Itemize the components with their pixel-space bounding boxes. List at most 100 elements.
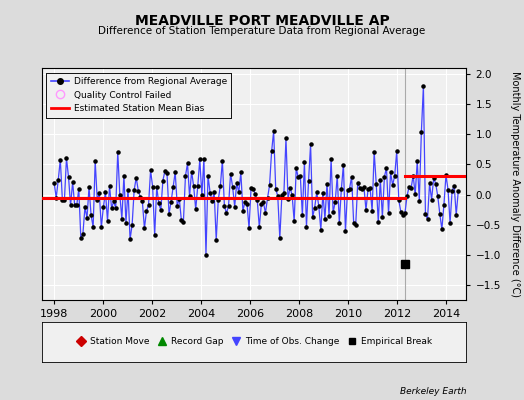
Point bbox=[218, 158, 226, 164]
Point bbox=[288, 192, 296, 198]
Point bbox=[85, 184, 93, 190]
Point bbox=[296, 173, 304, 180]
Point bbox=[226, 170, 235, 177]
Point bbox=[110, 198, 118, 204]
Point bbox=[450, 182, 458, 189]
Point bbox=[193, 183, 202, 190]
Point bbox=[383, 165, 391, 171]
Point bbox=[64, 174, 73, 180]
Point bbox=[228, 184, 237, 190]
Point bbox=[339, 162, 347, 168]
Point bbox=[284, 196, 292, 202]
Legend: Difference from Regional Average, Quality Control Failed, Estimated Station Mean: Difference from Regional Average, Qualit… bbox=[47, 72, 231, 118]
Point bbox=[161, 168, 169, 174]
Point bbox=[304, 178, 313, 184]
Point bbox=[329, 209, 337, 216]
Point bbox=[206, 189, 214, 196]
Point bbox=[314, 203, 323, 209]
Point bbox=[261, 210, 270, 216]
Point bbox=[347, 174, 356, 180]
Point bbox=[103, 218, 112, 224]
Point bbox=[399, 212, 407, 218]
Point bbox=[87, 212, 95, 218]
Point bbox=[257, 201, 266, 207]
Point bbox=[298, 212, 307, 218]
Point bbox=[124, 186, 132, 193]
Point bbox=[50, 180, 58, 186]
Point bbox=[247, 184, 255, 191]
Point bbox=[222, 210, 231, 216]
Point bbox=[114, 149, 122, 155]
Point bbox=[425, 180, 434, 187]
Point bbox=[316, 227, 325, 233]
Point bbox=[419, 83, 428, 89]
Point bbox=[454, 188, 463, 194]
Point bbox=[374, 219, 383, 225]
Point bbox=[430, 175, 438, 181]
Point bbox=[300, 159, 309, 166]
Point bbox=[71, 202, 79, 208]
Point bbox=[77, 235, 85, 242]
Point bbox=[60, 197, 69, 203]
Point bbox=[91, 158, 100, 164]
Point bbox=[259, 199, 268, 206]
Point bbox=[423, 216, 432, 222]
Point bbox=[282, 135, 290, 141]
Point bbox=[321, 216, 329, 222]
Point bbox=[448, 187, 456, 194]
Point bbox=[395, 197, 403, 203]
Point bbox=[239, 208, 247, 214]
Point bbox=[323, 180, 331, 187]
Point bbox=[118, 216, 126, 222]
Point bbox=[341, 228, 350, 234]
Point bbox=[233, 180, 241, 186]
Point bbox=[368, 208, 376, 214]
Point bbox=[245, 225, 253, 231]
Point bbox=[417, 129, 425, 136]
Text: MEADVILLE PORT MEADVILLE AP: MEADVILLE PORT MEADVILLE AP bbox=[135, 14, 389, 28]
Point bbox=[122, 219, 130, 226]
Point bbox=[165, 210, 173, 217]
Point bbox=[171, 169, 179, 176]
Point bbox=[119, 172, 128, 179]
Point bbox=[157, 207, 165, 213]
Point bbox=[136, 194, 145, 200]
Point bbox=[190, 183, 198, 190]
Point bbox=[210, 189, 219, 196]
Point bbox=[97, 224, 105, 230]
Point bbox=[81, 204, 89, 211]
Y-axis label: Monthly Temperature Anomaly Difference (°C): Monthly Temperature Anomaly Difference (… bbox=[510, 71, 520, 297]
Point bbox=[302, 224, 311, 230]
Point bbox=[392, 148, 401, 154]
Point bbox=[112, 205, 120, 212]
Point bbox=[376, 176, 385, 183]
Point bbox=[202, 251, 210, 258]
Point bbox=[286, 184, 294, 191]
Point bbox=[356, 184, 364, 191]
Point bbox=[312, 189, 321, 196]
Point bbox=[325, 212, 333, 219]
Point bbox=[179, 219, 188, 225]
Point bbox=[380, 173, 389, 180]
Point bbox=[446, 220, 454, 226]
Point bbox=[198, 192, 206, 198]
Point bbox=[126, 236, 134, 243]
Point bbox=[99, 204, 107, 210]
Point bbox=[433, 193, 442, 200]
Point bbox=[224, 203, 233, 209]
Point bbox=[264, 195, 272, 202]
Point bbox=[421, 211, 430, 217]
Point bbox=[140, 225, 149, 232]
Point bbox=[331, 199, 340, 205]
Point bbox=[337, 186, 345, 192]
Point bbox=[79, 231, 87, 237]
Point bbox=[345, 185, 354, 192]
Point bbox=[251, 191, 259, 198]
Point bbox=[364, 186, 372, 192]
Point bbox=[95, 190, 103, 196]
Point bbox=[212, 237, 221, 243]
Point bbox=[358, 186, 366, 192]
Point bbox=[191, 206, 200, 212]
Point bbox=[294, 174, 302, 180]
Point bbox=[290, 218, 298, 224]
